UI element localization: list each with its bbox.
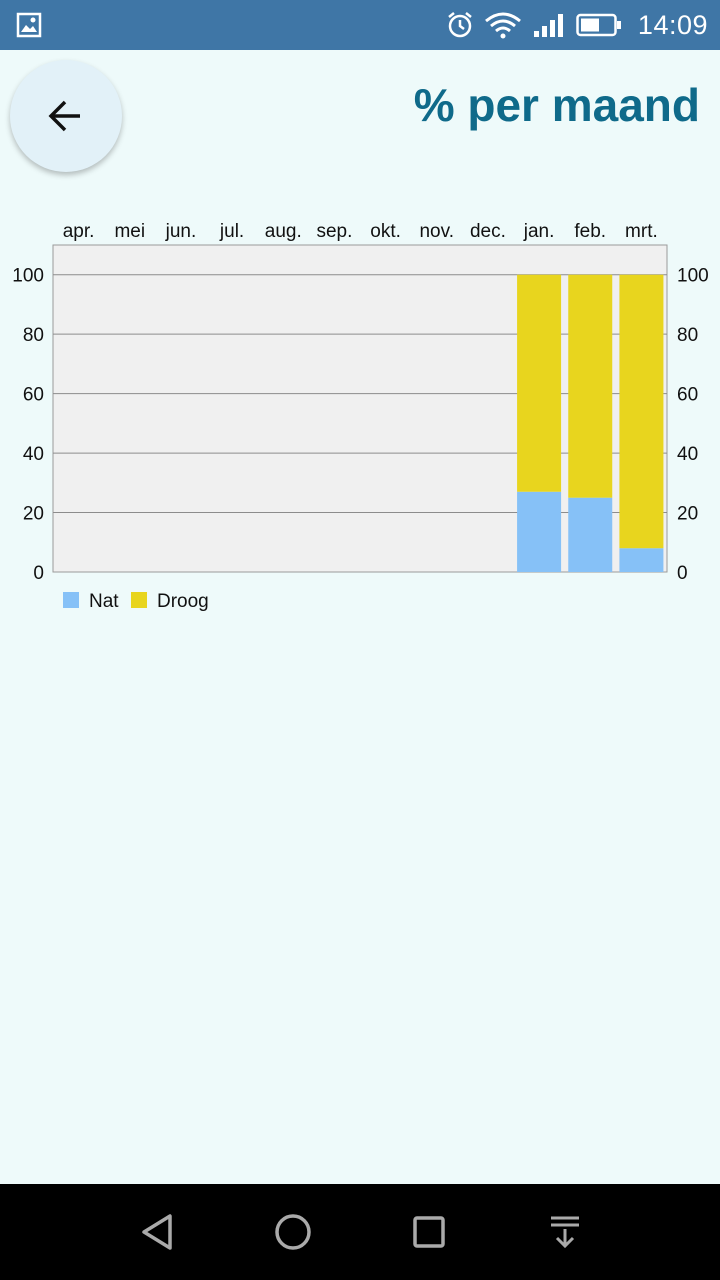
y-tick-left: 0 [33,563,44,584]
y-axis-labels: 0 0 20 20 40 40 60 60 80 80 100 100 [12,266,708,584]
x-tick-label: mrt. [625,221,658,242]
x-tick-label: apr. [63,221,95,242]
y-tick-left: 100 [12,266,44,287]
status-time: 14:09 [637,9,708,40]
x-tick-label: dec. [470,221,506,242]
navigation-bar [0,1184,720,1280]
image-icon [16,12,42,38]
wifi-icon [484,12,521,39]
bar-nat [619,548,664,572]
legend-label-droog: Droog [157,591,209,612]
x-tick-label: jul. [219,221,244,242]
back-triangle-icon[interactable] [136,1210,180,1254]
y-tick-left: 60 [23,385,44,406]
arrow-left-icon [48,100,80,132]
stacked-bar-chart: apr. mei jun. jul. aug. sep. okt. nov. dec. jan. f… [12,221,708,612]
notification-pull-icon[interactable] [543,1210,587,1254]
bar-droog [619,274,664,549]
y-tick-left: 80 [23,325,44,346]
bar-nat [568,497,613,572]
grid-lines [53,274,667,514]
home-circle-icon[interactable] [271,1210,315,1254]
x-tick-label: feb. [574,221,606,242]
bar-nat [517,491,562,572]
alarm-icon [448,12,472,38]
plot-area [52,244,668,573]
y-tick-right: 40 [677,444,698,465]
bar-droog [568,274,613,498]
status-bar: 14:09 [0,0,720,50]
y-tick-left: 20 [23,504,44,525]
y-tick-right: 0 [677,563,688,584]
x-tick-label: sep. [316,221,352,242]
x-axis-labels: apr. mei jun. jul. aug. sep. okt. nov. dec. jan. f… [63,221,658,242]
page-title: % per maand [413,79,700,131]
x-tick-label: jan. [523,221,555,242]
x-tick-label: nov. [419,221,454,242]
y-tick-right: 80 [677,325,698,346]
legend-swatch-nat [63,592,79,608]
x-tick-label: jun. [165,221,197,242]
legend-label-nat: Nat [89,591,119,612]
y-tick-right: 60 [677,385,698,406]
back-button[interactable] [10,60,122,172]
y-tick-right: 100 [677,266,709,287]
x-tick-label: okt. [370,221,401,242]
bars-group [517,274,664,572]
battery-icon [576,13,621,37]
signal-icon [533,14,563,37]
x-tick-label: aug. [265,221,302,242]
legend-swatch-droog [131,592,147,608]
y-tick-left: 40 [23,444,44,465]
recents-square-icon[interactable] [407,1210,451,1254]
bar-droog [517,274,562,492]
y-tick-right: 20 [677,504,698,525]
legend: Nat Droog [63,591,209,612]
x-tick-label: mei [114,221,145,242]
